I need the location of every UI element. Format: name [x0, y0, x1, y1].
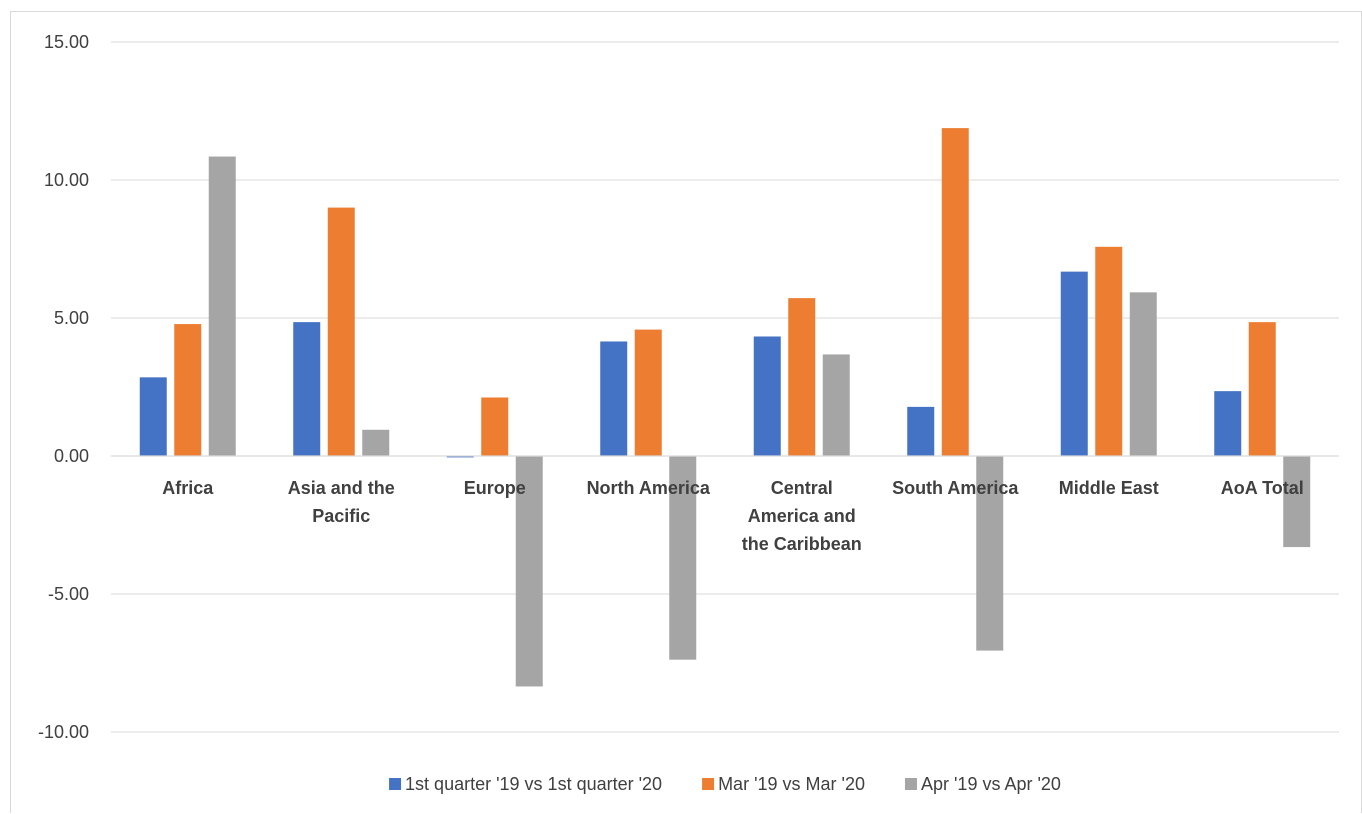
- legend-label: Apr '19 vs Apr '20: [921, 774, 1061, 794]
- bar: [1283, 456, 1311, 548]
- bar: [753, 336, 781, 456]
- category-label: Africa: [162, 478, 214, 498]
- y-tick-label: 10.00: [44, 170, 89, 190]
- bar: [327, 207, 355, 456]
- y-tick-label: 0.00: [54, 446, 89, 466]
- bar: [634, 329, 662, 456]
- bar: [362, 429, 390, 456]
- bar: [669, 456, 697, 660]
- category-label: Asia and the: [288, 478, 395, 498]
- bar: [822, 354, 850, 456]
- legend: 1st quarter '19 vs 1st quarter '20 Mar '1…: [389, 774, 1061, 794]
- bar: [515, 456, 543, 687]
- bar: [1095, 246, 1123, 456]
- category-label: Middle East: [1059, 478, 1159, 498]
- y-axis-tick-labels: 15.00 10.00 5.00 0.00 -5.00 -10.00: [38, 32, 89, 742]
- category-label: Europe: [464, 478, 526, 498]
- category-label: America and: [748, 506, 856, 526]
- category-label: AoA Total: [1221, 478, 1304, 498]
- legend-swatch: [702, 778, 715, 790]
- category-label: Pacific: [312, 506, 370, 526]
- bar: [1060, 271, 1088, 456]
- bar: [208, 156, 236, 457]
- bar: [788, 298, 816, 456]
- legend-label: Mar '19 vs Mar '20: [718, 774, 865, 794]
- bar: [1129, 292, 1157, 456]
- y-tick-label: 15.00: [44, 32, 89, 52]
- gridlines: [111, 41, 1339, 733]
- y-tick-label: -5.00: [48, 584, 89, 604]
- category-labels: Africa Asia and the Pacific Europe North Ame…: [162, 478, 1304, 554]
- bars: [139, 128, 1311, 687]
- bar: [446, 456, 474, 458]
- bar: [907, 406, 935, 456]
- bar: [941, 128, 969, 456]
- bar: [600, 341, 628, 456]
- legend-label: 1st quarter '19 vs 1st quarter '20: [405, 774, 662, 794]
- bar: [976, 456, 1004, 651]
- category-label: North America: [587, 478, 711, 498]
- bar: [481, 397, 509, 456]
- y-tick-label: -10.00: [38, 722, 89, 742]
- chart-frame: 15.00 10.00 5.00 0.00 -5.00 -10.00 Africa Asia…: [10, 11, 1362, 813]
- bar: [293, 322, 321, 456]
- category-label: the Caribbean: [742, 534, 862, 554]
- bar: [174, 324, 202, 456]
- bar-chart: 15.00 10.00 5.00 0.00 -5.00 -10.00 Africa Asia…: [38, 32, 1339, 794]
- bar: [1248, 322, 1276, 456]
- legend-swatch: [904, 778, 917, 790]
- category-label: Central: [771, 478, 833, 498]
- bar: [139, 377, 167, 456]
- legend-swatch: [389, 778, 402, 790]
- y-tick-label: 5.00: [54, 308, 89, 328]
- category-label: South America: [892, 478, 1019, 498]
- bar: [1214, 391, 1242, 456]
